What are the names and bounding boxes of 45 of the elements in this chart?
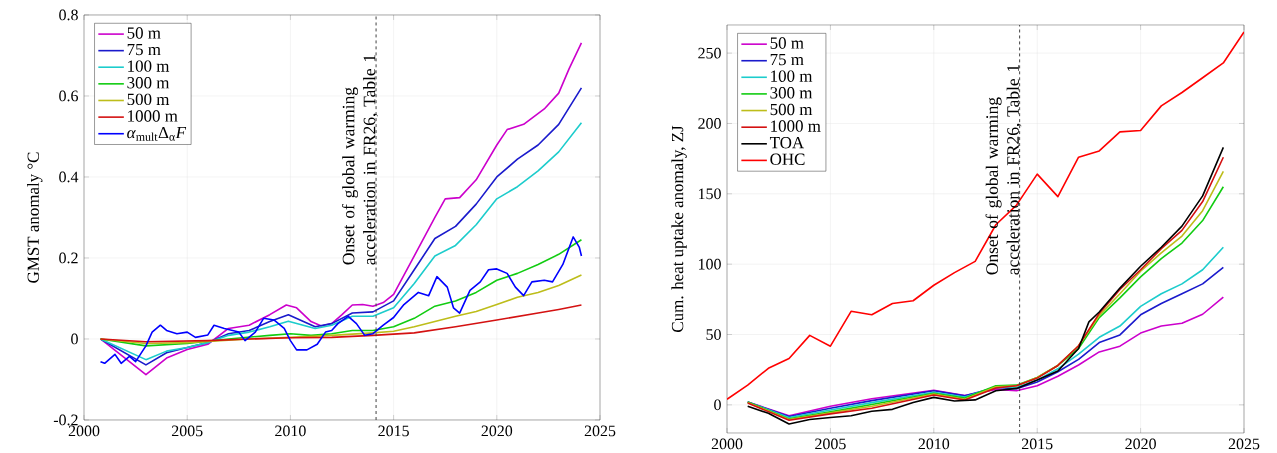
legend-label: OHC <box>770 153 805 165</box>
ref-line-label: Onset of global warming acceleration in FR26, Table 1 <box>985 64 1022 275</box>
y-tick-label: 0.4 <box>59 171 79 183</box>
y-tick-label: 0 <box>714 399 721 411</box>
y-tick-label: 100 <box>699 258 721 270</box>
x-tick-label: 2005 <box>815 438 846 450</box>
x-tick-label: 2000 <box>68 425 100 437</box>
legend-label: 50 m <box>770 37 804 49</box>
legend-label: 100 m <box>771 70 813 82</box>
legend-label: 50 m <box>127 27 161 39</box>
legend-label: 1000 m <box>771 120 821 132</box>
y-tick-label: 150 <box>699 188 721 200</box>
line-series <box>727 31 1245 401</box>
legend-label: 75 m <box>127 43 161 56</box>
legend-label: α$_{mult}$Δ$_{α}$F <box>127 126 187 141</box>
y-axis-title: Cum. heat uptake anomaly, ZJ <box>671 125 687 332</box>
x-tick-label: 2015 <box>378 425 409 437</box>
ref-line-label: Onset of global warming acceleration in FR26, Table 1 <box>341 54 378 265</box>
legend-label: 100 m <box>128 60 170 72</box>
y-tick-label: 250 <box>698 47 721 59</box>
x-tick-label: 2025 <box>584 425 616 437</box>
x-tick-label: 2010 <box>275 425 306 437</box>
y-tick-label: 200 <box>698 118 721 129</box>
legend-label: TOA <box>769 137 805 149</box>
x-tick-label: 2020 <box>481 425 513 437</box>
y-tick-label: -0.2 <box>53 414 78 426</box>
legend-label: 1000 m <box>128 110 178 122</box>
y-tick-label: 50 <box>706 329 721 340</box>
y-tick-label: 0.6 <box>59 90 79 102</box>
y-tick-label: 0 <box>71 333 78 345</box>
y-tick-label: 0.8 <box>59 9 78 21</box>
legend-label: 300 m <box>770 87 813 99</box>
line-series <box>99 304 583 343</box>
legend-label: 500 m <box>127 93 170 106</box>
y-axis-title: GMST anomaly °C <box>27 152 43 283</box>
legend-label: 300 m <box>127 77 170 89</box>
x-tick-label: 2010 <box>918 438 950 450</box>
y-tick-label: 0.2 <box>59 252 78 264</box>
x-tick-label: 2005 <box>171 425 203 437</box>
legend-label: 500 m <box>770 103 813 116</box>
x-tick-label: 2015 <box>1021 438 1053 450</box>
x-tick-label: 2020 <box>1125 438 1156 450</box>
x-tick-label: 2025 <box>1228 438 1260 450</box>
legend-label: 75 m <box>770 53 804 66</box>
x-tick-label: 2000 <box>711 438 743 450</box>
